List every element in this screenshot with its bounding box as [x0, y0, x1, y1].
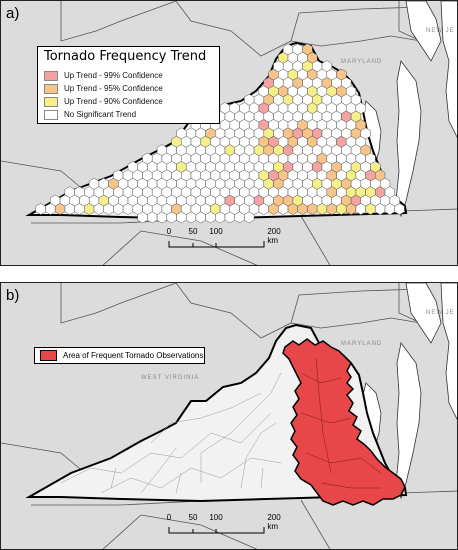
- place-label-new-jersey: NEW JE: [426, 310, 455, 316]
- legend-item-90: Up Trend - 90% Confidence: [44, 96, 163, 107]
- scale-tick: 50: [188, 513, 198, 522]
- map-panel-b: b) WEST VIRGINIA MARYLAND NEW JE Area of…: [0, 282, 458, 550]
- hex-cell: [244, 211, 255, 224]
- legend-title: Tornado Frequency Trend: [44, 49, 207, 64]
- place-label-west-virginia: WEST VIRGINIA: [141, 375, 200, 381]
- scale-tick: 0: [166, 227, 172, 236]
- map-b-canvas: [1, 283, 457, 549]
- area-county-lines: [300, 357, 382, 489]
- area-legend: Area of Frequent Tornado Observations: [34, 347, 205, 364]
- panel-label-a: a): [6, 5, 20, 22]
- scale-bar-graphic: [168, 241, 265, 248]
- scale-tick: 200 km: [267, 227, 281, 245]
- map-a-canvas: [1, 1, 457, 265]
- legend-item-label: Area of Frequent Tornado Observations: [63, 351, 204, 360]
- panel-label-b: b): [6, 287, 20, 304]
- legend-item-label: Up Trend - 99% Confidence: [64, 71, 163, 80]
- scale-tick: 0: [166, 513, 172, 522]
- frequent-tornado-area: [282, 338, 406, 506]
- hex-grid-trend: [35, 43, 405, 224]
- legend-swatch: [44, 70, 58, 81]
- scale-tick: 50: [188, 227, 198, 236]
- legend-item-99: Up Trend - 99% Confidence: [44, 70, 163, 81]
- place-label-maryland: MARYLAND: [341, 341, 383, 347]
- legend-item-label: Up Trend - 95% Confidence: [64, 84, 163, 93]
- legend-item-label: Up Trend - 90% Confidence: [64, 97, 163, 106]
- legend-item-95: Up Trend - 95% Confidence: [44, 83, 163, 94]
- scale-bar-graphic: [168, 527, 265, 534]
- legend-swatch: [44, 83, 58, 94]
- place-label-maryland: MARYLAND: [341, 59, 383, 65]
- legend-item-none: No Significant Trend: [44, 109, 136, 120]
- scale-bar-b: 0 50 100 200 km: [166, 513, 286, 549]
- water-bodies: [360, 1, 457, 218]
- scale-bar-a: 0 50 100 200 km: [166, 227, 286, 263]
- place-label-new-jersey: NEW JE: [426, 28, 455, 34]
- trend-legend: Tornado Frequency Trend Up Trend - 99% C…: [37, 46, 220, 124]
- map-panel-a: a) MARYLAND NEW JE Tornado Frequency Tre…: [0, 0, 458, 266]
- legend-swatch: [40, 350, 57, 361]
- county-lines: [60, 372, 282, 494]
- scale-tick: 100: [209, 227, 223, 236]
- legend-swatch: [44, 109, 58, 120]
- legend-item-label: No Significant Trend: [64, 110, 137, 119]
- scale-tick: 100: [209, 513, 223, 522]
- legend-swatch: [44, 96, 58, 107]
- scale-tick: 200 km: [267, 513, 281, 531]
- hex-cell: [394, 203, 405, 215]
